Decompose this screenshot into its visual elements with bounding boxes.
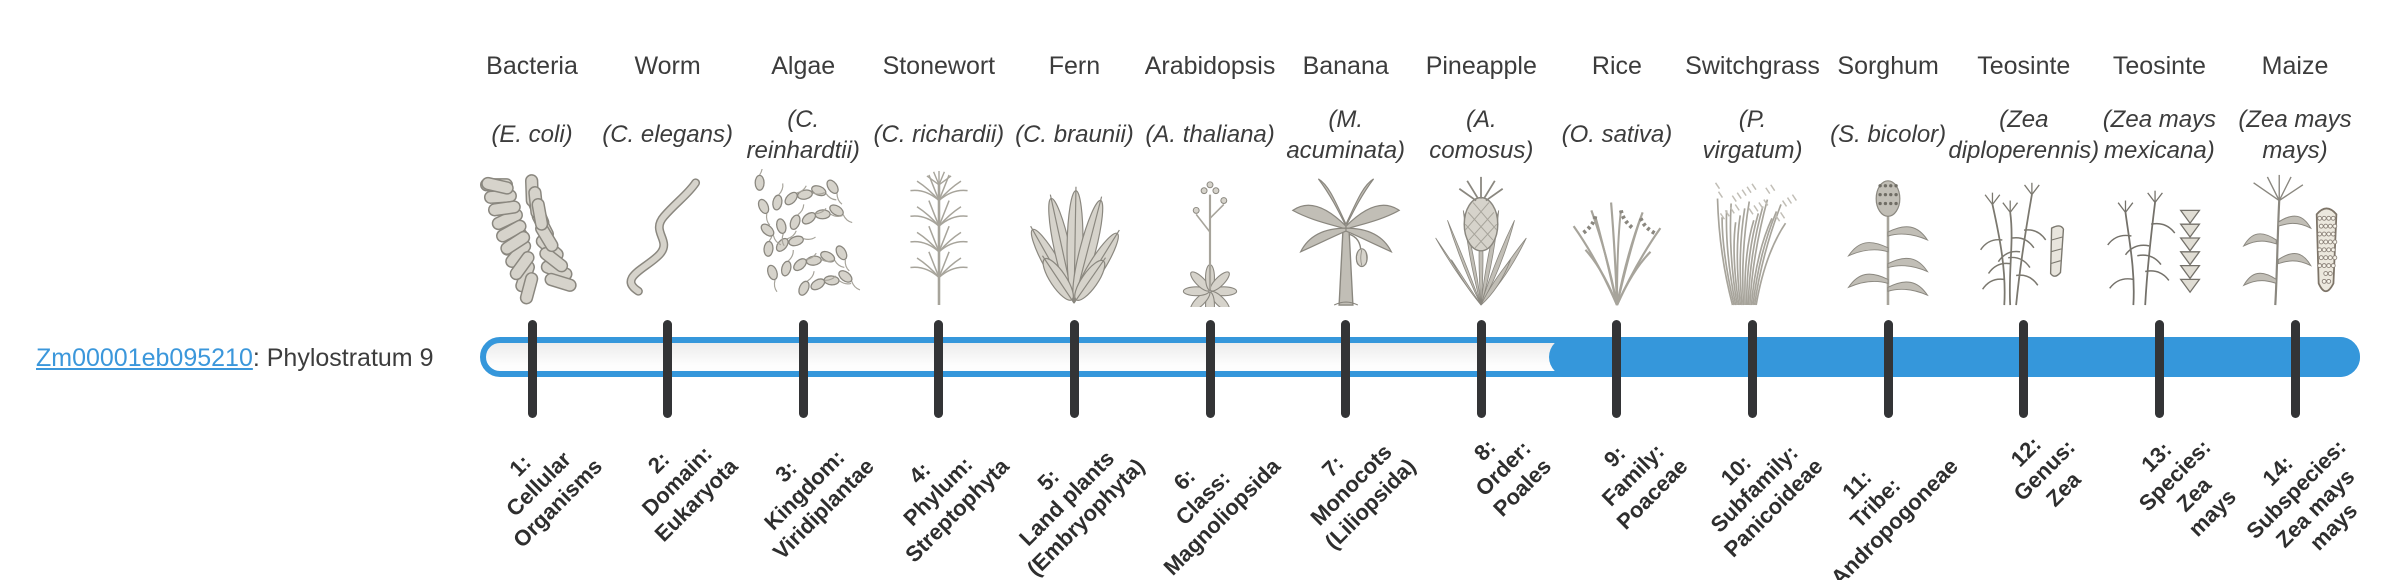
- pineapple-icon: [1406, 166, 1556, 307]
- organism-scientific-name: (C. elegans): [602, 121, 733, 149]
- organism-scientific-name: (Zea mays mays): [2238, 105, 2352, 164]
- organism-scientific-name: (C. braunii): [1015, 121, 1134, 149]
- organism-scientific-name: (S. bicolor): [1830, 121, 1947, 149]
- organism-name: Pineapple: [1425, 52, 1537, 80]
- switchgrass-icon: [1678, 166, 1828, 307]
- stage-tick-10: [1748, 320, 1758, 418]
- bacteria-icon: [457, 166, 607, 307]
- organism-scientific-name: (Zea diploperennis): [1948, 105, 2100, 164]
- sorghum-icon: [1813, 166, 1963, 307]
- stage-tick-3: [798, 320, 808, 418]
- stage-tick-7: [1341, 320, 1351, 418]
- organism-scientific-name: (O. sativa): [1561, 121, 1673, 149]
- organism-name: Worm: [634, 52, 701, 80]
- stage-tick-4: [934, 320, 944, 418]
- organism-scientific-name: (Zea mays mexicana): [2102, 105, 2217, 164]
- organism-name: Teosinte: [1977, 52, 2071, 80]
- stonewort-icon: [864, 166, 1014, 307]
- stage-tick-8: [1476, 320, 1486, 418]
- gene-link[interactable]: Zm00001eb095210: [36, 344, 253, 372]
- organism-name: Maize: [2261, 52, 2329, 80]
- teosinte-diploperennis-icon: [1949, 166, 2099, 307]
- stage-tick-1: [527, 320, 537, 418]
- organism-name: Algae: [771, 52, 836, 80]
- worm-icon: [593, 166, 743, 307]
- teosinte-mexicana-icon: [2084, 166, 2234, 307]
- stage-label-text: 11: Tribe: Andropogoneae: [1826, 453, 1964, 580]
- banana-icon: [1271, 166, 1421, 307]
- rice-icon: [1542, 166, 1692, 307]
- stage-label-text: 8: Order: Poales: [1469, 434, 1557, 522]
- organism-scientific-name: (A. comosus): [1429, 105, 1534, 164]
- stage-tick-12: [2019, 320, 2029, 418]
- phylostratum-fill: [1549, 337, 2360, 377]
- organism-name: Bacteria: [486, 52, 578, 80]
- stage-tick-14: [2290, 320, 2300, 418]
- stage-label-text: 5: Land plants (Embryophyta): [1014, 445, 1150, 580]
- organism-scientific-name: (C. richardii): [873, 121, 1005, 149]
- stage-label-text: 7: Monocots (Liliopsida): [1306, 439, 1421, 554]
- stage-label-text: 12: Genus: Zea: [2005, 431, 2086, 512]
- stage-tick-11: [1883, 320, 1893, 418]
- organism-name: Banana: [1302, 52, 1389, 80]
- organism-name: Rice: [1591, 52, 1642, 80]
- organism-name: Sorghum: [1837, 52, 1939, 80]
- organism-scientific-name: (C. reinhardtii): [746, 105, 860, 164]
- organism-scientific-name: (P. virgatum): [1702, 105, 1803, 164]
- stage-label-text: 4: Phylum: Streptophyta: [898, 451, 1014, 567]
- stage-label-text: 2: Domain: Eukaryota: [637, 441, 743, 547]
- stage-label-text: 9: Family: Poaceae: [1596, 439, 1692, 535]
- stage-label-text: 3: Kingdom: Viridiplantae: [759, 444, 879, 565]
- algae-icon: [728, 166, 878, 307]
- organism-scientific-name: (A. thaliana): [1145, 121, 1275, 149]
- organism-scientific-name: (M. acuminata): [1286, 105, 1406, 164]
- fern-icon: [999, 166, 1149, 307]
- stage-label-text: 14: Subspecies: Zea mays mays: [2242, 434, 2363, 556]
- organism-name: Arabidopsis: [1144, 52, 1276, 80]
- stage-tick-5: [1069, 320, 1079, 418]
- organism-scientific-name: (E. coli): [491, 121, 573, 149]
- gene-phylostratum-text: : Phylostratum 9: [252, 344, 434, 372]
- stage-tick-9: [1612, 320, 1622, 418]
- stage-label-text: 1: Cellular Organisms: [501, 446, 607, 553]
- stage-label-text: 6: Class: Magnoliopsida: [1158, 453, 1286, 580]
- stage-label-text: 13: Species: Zea mays: [2134, 434, 2241, 542]
- organism-name: Fern: [1048, 52, 1101, 80]
- maize-icon: [2220, 166, 2370, 307]
- organism-name: Teosinte: [2112, 52, 2206, 80]
- stage-tick-6: [1205, 320, 1215, 418]
- organism-name: Stonewort: [882, 52, 996, 80]
- stage-tick-2: [663, 320, 673, 418]
- arabidopsis-icon: [1135, 166, 1285, 307]
- stage-tick-13: [2154, 320, 2164, 418]
- gene-label: Zm00001eb095210: Phylostratum 9: [36, 344, 434, 373]
- organism-name: Switchgrass: [1685, 52, 1820, 80]
